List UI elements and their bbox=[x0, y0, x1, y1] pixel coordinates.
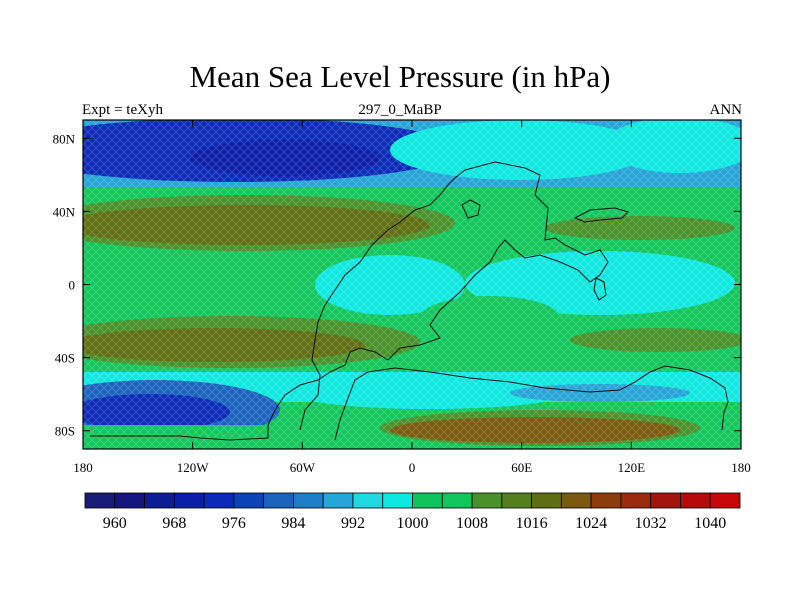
x-tick-label: 180 bbox=[731, 460, 751, 475]
x-axis: 180 120W 60W 0 60E 120E 180 bbox=[73, 120, 751, 475]
colorbar-label: 1008 bbox=[456, 515, 488, 532]
chart-title: Mean Sea Level Pressure (in hPa) bbox=[189, 59, 611, 94]
colorbar-label: 968 bbox=[162, 515, 186, 532]
y-tick-label: 80S bbox=[55, 424, 75, 439]
coastline-west-margin bbox=[299, 169, 466, 431]
colorbar-swatch bbox=[560, 492, 592, 509]
colorbar-swatch bbox=[322, 492, 354, 509]
x-tick-label: 0 bbox=[409, 460, 416, 475]
x-tick-label: 120W bbox=[177, 460, 210, 475]
stipple-overlay bbox=[83, 120, 741, 449]
colorbar-label: 984 bbox=[281, 515, 305, 532]
colorbar-swatch bbox=[173, 492, 205, 509]
colorbar-swatch bbox=[709, 492, 741, 509]
y-axis: 80N 40N 0 40S 80S bbox=[53, 131, 741, 439]
colorbar-swatch bbox=[650, 492, 681, 509]
colorbar-swatch bbox=[680, 492, 711, 509]
coastline-east-island bbox=[573, 207, 629, 223]
colorbar-swatch bbox=[531, 492, 562, 509]
colorbar-label: 976 bbox=[222, 515, 246, 532]
colorbar-label: 1000 bbox=[397, 515, 429, 532]
colorbar-swatch bbox=[263, 492, 294, 509]
colorbar-label: 1016 bbox=[516, 515, 548, 532]
colorbar-swatch bbox=[412, 492, 443, 509]
colorbar-swatch bbox=[203, 492, 235, 509]
colorbar-label: 1024 bbox=[575, 515, 607, 532]
colorbar-swatch bbox=[233, 492, 265, 509]
coastlines bbox=[90, 161, 729, 441]
colorbar-label: 960 bbox=[103, 515, 127, 532]
x-tick-label: 180 bbox=[73, 460, 93, 475]
colorbar-swatch bbox=[144, 492, 175, 509]
colorbar-swatch bbox=[590, 492, 622, 509]
coastline-north-inlet bbox=[461, 199, 481, 219]
coastline-south-arc bbox=[334, 365, 729, 441]
colorbar-label: 992 bbox=[341, 515, 365, 532]
x-tick-label: 60W bbox=[290, 460, 316, 475]
colorbar-swatch bbox=[471, 492, 503, 509]
experiment-label: Expt = teXyh bbox=[82, 102, 163, 118]
colorbar-swatch bbox=[441, 492, 473, 509]
colorbar-swatch bbox=[293, 492, 324, 509]
colorbar-swatch bbox=[382, 492, 413, 509]
coastline-small-island bbox=[593, 277, 607, 301]
colorbar-swatch bbox=[84, 492, 116, 509]
y-tick-label: 40N bbox=[53, 204, 76, 219]
y-tick-label: 0 bbox=[69, 278, 76, 293]
coastline-main-continent bbox=[90, 161, 609, 441]
x-tick-label: 120E bbox=[618, 460, 646, 475]
colorbar-swatch bbox=[114, 492, 145, 509]
plot-area bbox=[83, 120, 741, 449]
x-tick-label: 60E bbox=[511, 460, 532, 475]
colorbar: 960 968 976 984 992 1000 1008 1016 1024 1032 1040 bbox=[84, 492, 741, 532]
y-tick-label: 40S bbox=[55, 351, 75, 366]
season-label: ANN bbox=[709, 102, 743, 118]
period-label: 297_0_MaBP bbox=[358, 102, 442, 118]
colorbar-swatch bbox=[620, 492, 652, 509]
colorbar-label: 1040 bbox=[694, 515, 726, 532]
colorbar-swatch bbox=[501, 492, 532, 509]
y-tick-label: 80N bbox=[53, 131, 76, 146]
colorbar-swatch bbox=[352, 492, 384, 509]
colorbar-label: 1032 bbox=[635, 515, 667, 532]
